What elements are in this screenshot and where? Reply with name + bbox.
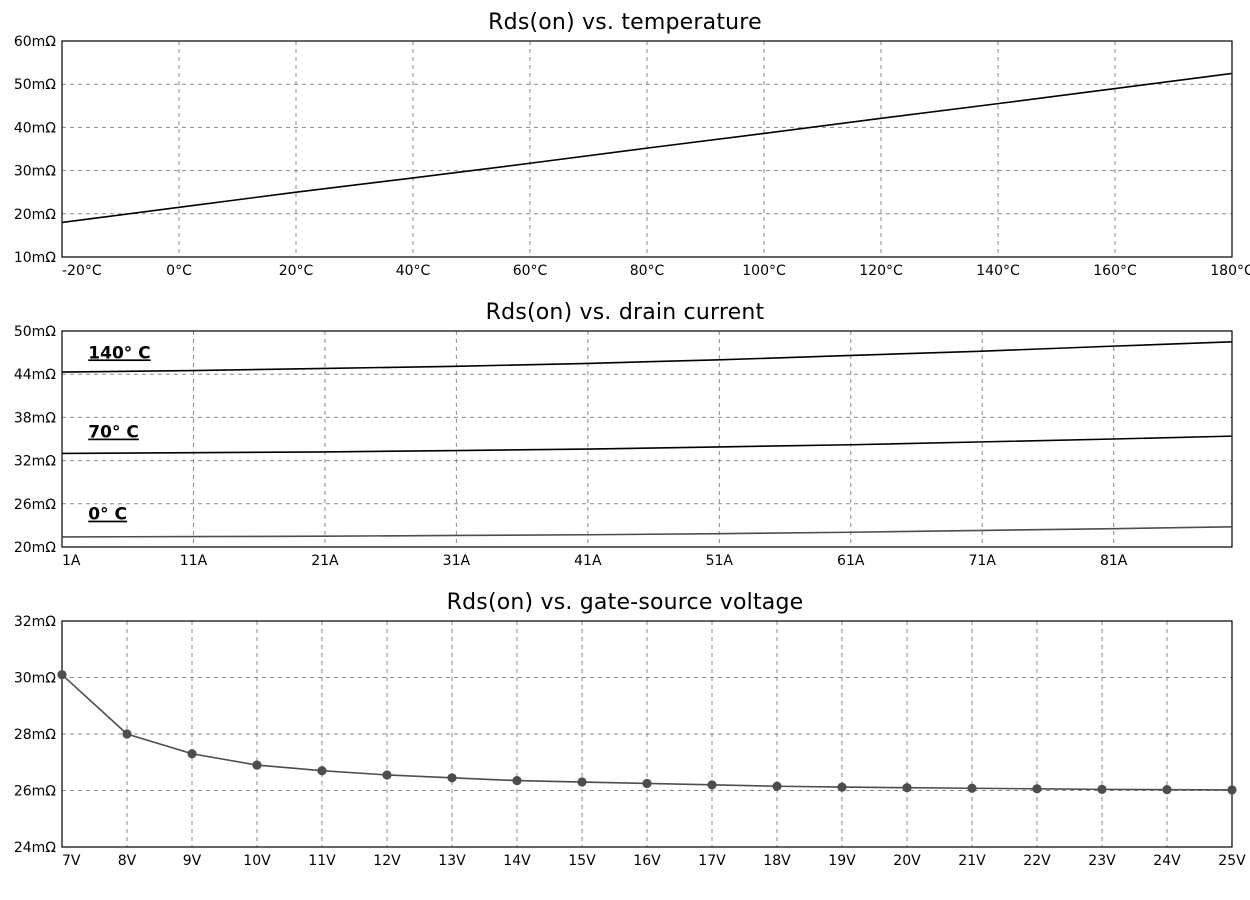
chart-svg-2: 20mΩ 26mΩ 32mΩ 38mΩ 44mΩ 50mΩ 1A 11A 21A 31A 41A 51…: [0, 325, 1250, 575]
x-tick-label: 20V: [893, 853, 921, 869]
y-tick-label: 32mΩ: [14, 615, 56, 630]
series-marker: [1163, 786, 1171, 794]
x-tick-label: 12V: [373, 853, 401, 869]
y-tick-label: 32mΩ: [14, 454, 56, 470]
x-tick-label: 7V: [62, 853, 81, 869]
x-tick-label: 31A: [443, 553, 471, 569]
x-tick-label: 51A: [706, 553, 734, 569]
x-tick-label: 22V: [1023, 853, 1051, 869]
series-temp-140c: [62, 342, 1232, 372]
series-marker: [773, 782, 781, 790]
x-tick-label: 10V: [243, 853, 271, 869]
y-tick-label: 30mΩ: [14, 671, 56, 687]
x-tick-label: 0°C: [166, 263, 192, 279]
x-tick-label: 61A: [837, 553, 865, 569]
series-rds-on-vs-vgs: [62, 675, 1232, 790]
y-tick-label: 26mΩ: [14, 784, 56, 800]
x-tick-label: 15V: [568, 853, 596, 869]
x-tick-label: 16V: [633, 853, 661, 869]
series-temp-70c: [62, 436, 1232, 453]
series-marker: [1098, 785, 1106, 793]
y-tick-label: 24mΩ: [14, 840, 56, 856]
series-marker: [968, 784, 976, 792]
series-marker: [383, 771, 391, 779]
chart-svg-3: 24mΩ 26mΩ 28mΩ 30mΩ 32mΩ 7V 8V 9V 10V 11V 12V 13V 14…: [0, 615, 1250, 875]
x-tick-label: 17V: [698, 853, 726, 869]
y-tick-label: 30mΩ: [14, 164, 56, 180]
x-tick-label: 1A: [62, 553, 81, 569]
y-tick-label: 50mΩ: [14, 325, 56, 340]
x-tick-label: 14V: [503, 853, 531, 869]
series-marker: [1033, 785, 1041, 793]
y-tick-label: 40mΩ: [14, 120, 56, 136]
chart-title: Rds(on) vs. drain current: [0, 300, 1250, 325]
series-marker: [838, 783, 846, 791]
x-tick-label: 11V: [308, 853, 336, 869]
series-rds-on-vs-temp: [62, 73, 1232, 222]
series-inline-label: 70° C: [88, 423, 139, 443]
series-marker: [643, 779, 651, 787]
x-tick-label: 21V: [958, 853, 986, 869]
x-tick-label: 11A: [180, 553, 208, 569]
y-tick-label: 60mΩ: [14, 35, 56, 50]
x-tick-label: 80°C: [630, 263, 665, 279]
x-tick-label: 41A: [574, 553, 602, 569]
y-tick-label: 20mΩ: [14, 207, 56, 223]
series-marker: [1228, 786, 1236, 794]
x-tick-label: 8V: [118, 853, 137, 869]
y-tick-label: 28mΩ: [14, 727, 56, 743]
series-marker: [123, 730, 131, 738]
series-marker: [578, 778, 586, 786]
series-inline-label: 140° C: [88, 343, 150, 363]
y-tick-label: 20mΩ: [14, 540, 56, 556]
x-tick-label: 120°C: [859, 263, 903, 279]
x-tick-label: -20°C: [62, 263, 102, 279]
panel-rds-drain-current: Rds(on) vs. drain current 20mΩ 26mΩ 32mΩ 38…: [0, 300, 1250, 580]
series-marker: [513, 777, 521, 785]
chart-title: Rds(on) vs. temperature: [0, 10, 1250, 35]
x-tick-label: 140°C: [976, 263, 1020, 279]
series-marker: [708, 781, 716, 789]
series-marker: [903, 784, 911, 792]
x-tick-label: 60°C: [513, 263, 548, 279]
x-tick-label: 81A: [1100, 553, 1128, 569]
x-tick-label: 25V: [1218, 853, 1246, 869]
series-marker: [188, 750, 196, 758]
panel-rds-temperature: Rds(on) vs. temperature 10mΩ 20mΩ 30mΩ 40mΩ…: [0, 10, 1250, 290]
y-tick-label: 50mΩ: [14, 77, 56, 93]
x-tick-label: 20°C: [279, 263, 314, 279]
x-tick-label: 23V: [1088, 853, 1116, 869]
x-tick-label: 13V: [438, 853, 466, 869]
x-tick-label: 19V: [828, 853, 856, 869]
x-tick-label: 40°C: [396, 263, 431, 279]
y-tick-label: 44mΩ: [14, 367, 56, 383]
y-tick-label: 26mΩ: [14, 497, 56, 513]
series-marker: [253, 761, 261, 769]
x-tick-label: 24V: [1153, 853, 1181, 869]
series-marker: [318, 767, 326, 775]
series-temp-0c: [62, 527, 1232, 537]
x-tick-label: 180°C: [1210, 263, 1250, 279]
x-tick-label: 160°C: [1093, 263, 1137, 279]
panel-rds-vgs: Rds(on) vs. gate-source voltage 24mΩ 26mΩ…: [0, 590, 1250, 890]
y-tick-label: 10mΩ: [14, 250, 56, 266]
x-tick-label: 100°C: [742, 263, 786, 279]
x-tick-label: 9V: [183, 853, 202, 869]
x-tick-label: 71A: [969, 553, 997, 569]
series-marker: [58, 671, 66, 679]
x-tick-label: 21A: [311, 553, 339, 569]
chart-svg-1: 10mΩ 20mΩ 30mΩ 40mΩ 50mΩ 60mΩ -20°C 0°C 20°C 40°C…: [0, 35, 1250, 285]
chart-title: Rds(on) vs. gate-source voltage: [0, 590, 1250, 615]
x-tick-label: 18V: [763, 853, 791, 869]
series-marker: [448, 774, 456, 782]
series-inline-label: 0° C: [88, 505, 127, 525]
y-tick-label: 38mΩ: [14, 410, 56, 426]
